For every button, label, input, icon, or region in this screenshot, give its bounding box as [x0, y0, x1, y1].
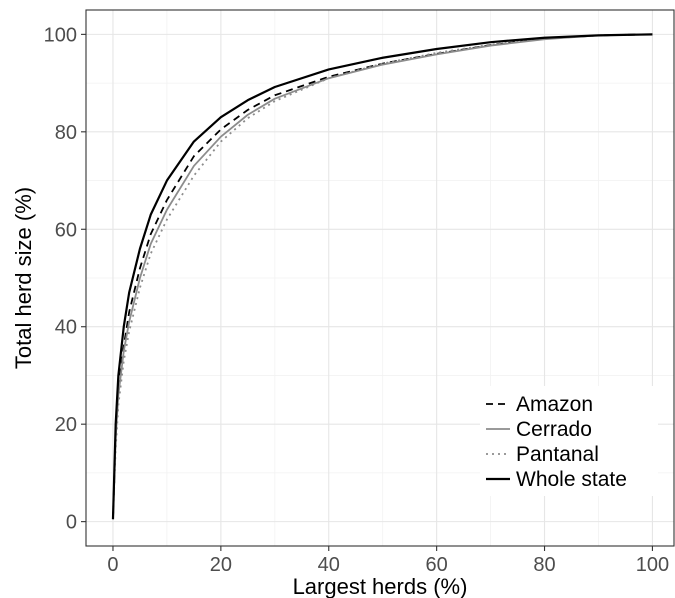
x-axis-title: Largest herds (%): [293, 574, 468, 598]
y-tick-label: 20: [55, 414, 77, 436]
x-tick-label: 40: [318, 554, 340, 576]
y-tick-label: 80: [55, 122, 77, 144]
x-tick-label: 100: [636, 554, 669, 576]
legend-label: Amazon: [516, 393, 593, 416]
x-tick-label: 0: [107, 554, 118, 576]
legend-label: Pantanal: [516, 443, 599, 466]
y-axis-title: Total herd size (%): [11, 187, 36, 369]
legend-background: [480, 386, 658, 496]
x-tick-label: 60: [426, 554, 448, 576]
x-tick-label: 80: [533, 554, 555, 576]
series-lines: [111, 33, 653, 520]
x-tick-label: 20: [210, 554, 232, 576]
plot-panel-border: [85, 9, 675, 547]
y-tick-label: 60: [55, 219, 77, 241]
major-gridlines: [86, 10, 674, 546]
series-line-whole-state: [111, 33, 653, 520]
y-axis-ticks: 0 20 40 60 80 100: [44, 24, 86, 534]
y-tick-label: 100: [44, 24, 77, 46]
series-line-pantanal: [112, 33, 653, 520]
legend-label: Whole state: [516, 468, 627, 491]
x-axis-ticks: 0 20 40 60 80 100: [107, 546, 669, 576]
y-tick-label: 40: [55, 317, 77, 339]
legend-label: Cerrado: [516, 418, 592, 441]
y-tick-label: 0: [66, 512, 77, 534]
series-line-cerrado: [112, 33, 653, 520]
